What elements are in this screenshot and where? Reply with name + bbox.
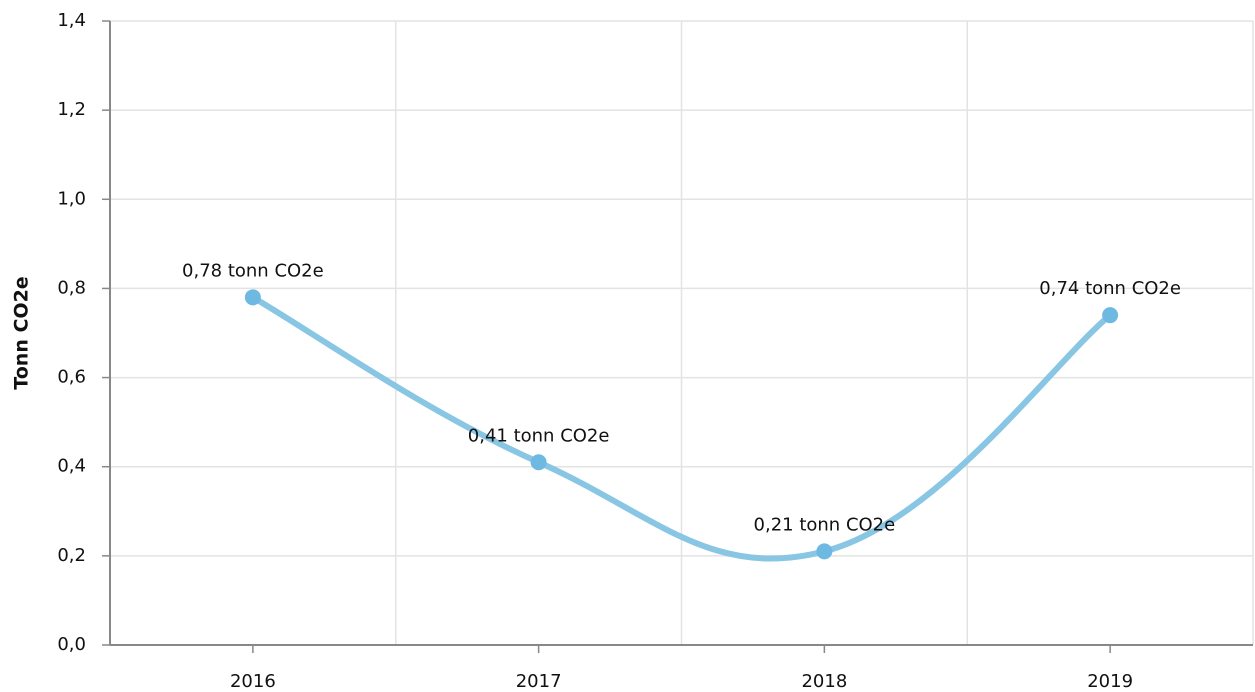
y-tick-label: 0,6 bbox=[57, 367, 86, 388]
x-tick-label: 2016 bbox=[230, 671, 276, 692]
data-label: 0,21 tonn CO2e bbox=[754, 514, 896, 535]
data-label: 0,41 tonn CO2e bbox=[468, 425, 610, 446]
data-label: 0,78 tonn CO2e bbox=[182, 260, 324, 281]
line bbox=[249, 294, 1114, 562]
y-tick-label: 0,2 bbox=[57, 545, 86, 566]
point bbox=[816, 543, 833, 560]
y-axis-label: Tonn CO2e bbox=[11, 276, 33, 389]
point bbox=[530, 454, 547, 471]
x-tick-label: 2018 bbox=[801, 671, 847, 692]
x-tick-label: 2017 bbox=[516, 671, 562, 692]
y-tick-label: 0,4 bbox=[57, 456, 86, 477]
y-tick-label: 1,4 bbox=[57, 10, 86, 31]
data-label: 0,74 tonn CO2e bbox=[1039, 278, 1181, 299]
y-tick-label: 0,0 bbox=[57, 634, 86, 655]
x-tick-label: 2019 bbox=[1087, 671, 1133, 692]
point bbox=[244, 289, 261, 306]
point bbox=[1102, 307, 1119, 324]
y-tick-label: 0,8 bbox=[57, 277, 86, 298]
y-tick-label: 1,0 bbox=[57, 188, 86, 209]
y-tick-label: 1,2 bbox=[57, 99, 86, 120]
